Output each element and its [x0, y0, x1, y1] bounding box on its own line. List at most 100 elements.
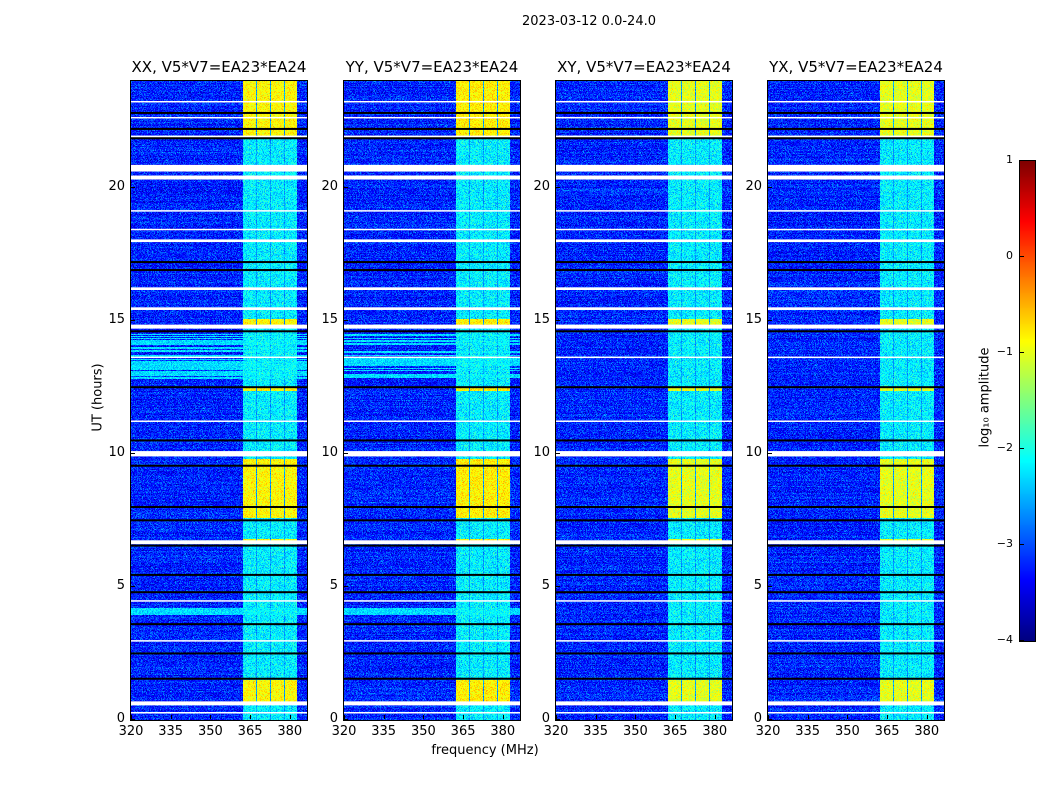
y-tick-mark: [768, 319, 772, 321]
x-tick-mark: [635, 715, 637, 719]
y-tick-mark: [344, 186, 348, 188]
x-tick-mark: [423, 715, 425, 719]
y-tick-label: 15: [745, 311, 762, 327]
y-tick-mark: [556, 319, 560, 321]
x-tick-mark: [595, 715, 597, 719]
colorbar-tick-mark: [1020, 160, 1024, 161]
spectrogram-image: [556, 81, 732, 720]
x-tick-mark: [344, 715, 345, 719]
y-tick-mark: [556, 585, 560, 587]
x-axis-label: frequency (MHz): [431, 743, 539, 758]
x-tick-label: 365: [874, 724, 900, 739]
y-axis-label: UT (hours): [90, 363, 106, 432]
colorbar-tick-label: −3: [996, 537, 1013, 550]
y-tick-label: 0: [116, 711, 125, 726]
y-tick-mark: [768, 585, 772, 587]
panel-title: YY, V5*V7=EA23*EA24: [345, 58, 519, 76]
y-tick-mark: [344, 585, 348, 587]
colorbar-tick-label: 1: [1006, 153, 1013, 166]
y-tick-label: 5: [541, 577, 550, 593]
panel-title: XX, V5*V7=EA23*EA24: [131, 58, 307, 76]
spectrogram-image: [768, 81, 944, 720]
panel-title: YX, V5*V7=EA23*EA24: [769, 58, 943, 76]
x-tick-label: 335: [158, 724, 184, 739]
x-tick-mark: [289, 715, 291, 719]
y-tick-label: 5: [116, 577, 125, 593]
y-tick-label: 0: [329, 711, 338, 726]
spectrogram-image: [344, 81, 520, 720]
spectrogram-panel: [555, 80, 733, 721]
x-tick-mark: [768, 715, 769, 719]
y-tick-mark: [556, 186, 560, 188]
y-tick-mark: [131, 452, 135, 454]
x-tick-mark: [807, 715, 809, 719]
y-tick-mark: [768, 719, 772, 720]
y-tick-label: 20: [745, 178, 762, 194]
colorbar-tick-mark: [1020, 544, 1024, 545]
x-tick-mark: [887, 715, 889, 719]
x-tick-label: 365: [237, 724, 263, 739]
x-tick-mark: [847, 715, 849, 719]
x-tick-label: 365: [450, 724, 476, 739]
x-tick-label: 350: [622, 724, 648, 739]
colorbar-tick-label: 0: [1006, 249, 1013, 262]
y-tick-mark: [768, 186, 772, 188]
spectrogram-image: [131, 81, 307, 720]
y-tick-mark: [768, 452, 772, 454]
panel-title: XY, V5*V7=EA23*EA24: [557, 58, 731, 76]
x-tick-mark: [210, 715, 212, 719]
colorbar: [1019, 160, 1036, 642]
y-tick-mark: [131, 186, 135, 188]
y-tick-label: 20: [108, 178, 125, 194]
x-tick-label: 380: [490, 724, 516, 739]
x-tick-label: 335: [795, 724, 821, 739]
x-tick-label: 380: [914, 724, 940, 739]
x-tick-mark: [714, 715, 716, 719]
colorbar-tick-mark: [1020, 640, 1024, 641]
colorbar-tick-label: −1: [996, 345, 1013, 358]
x-tick-mark: [463, 715, 465, 719]
colorbar-tick-label: −4: [996, 633, 1013, 646]
x-tick-label: 365: [662, 724, 688, 739]
x-tick-mark: [926, 715, 928, 719]
x-tick-label: 380: [702, 724, 728, 739]
x-tick-mark: [502, 715, 504, 719]
colorbar-tick-label: −2: [996, 441, 1013, 454]
x-tick-mark: [556, 715, 557, 719]
x-tick-mark: [131, 715, 132, 719]
y-tick-label: 20: [533, 178, 550, 194]
y-tick-label: 10: [321, 444, 338, 460]
colorbar-tick-mark: [1020, 448, 1024, 449]
y-tick-label: 15: [321, 311, 338, 327]
spectrogram-panel: [343, 80, 521, 721]
x-tick-label: 320: [118, 724, 144, 739]
y-tick-label: 15: [108, 311, 125, 327]
spectrogram-panel: [130, 80, 308, 721]
y-tick-mark: [556, 452, 560, 454]
y-tick-mark: [556, 719, 560, 720]
y-tick-label: 5: [329, 577, 338, 593]
y-tick-label: 10: [745, 444, 762, 460]
x-tick-mark: [383, 715, 385, 719]
y-tick-mark: [131, 319, 135, 321]
y-tick-label: 10: [533, 444, 550, 460]
colorbar-tick-mark: [1020, 352, 1024, 353]
x-tick-mark: [675, 715, 677, 719]
y-tick-label: 0: [753, 711, 762, 726]
x-tick-label: 320: [755, 724, 781, 739]
y-tick-label: 5: [753, 577, 762, 593]
y-tick-mark: [131, 585, 135, 587]
x-tick-label: 380: [277, 724, 303, 739]
y-tick-label: 0: [541, 711, 550, 726]
x-tick-label: 335: [583, 724, 609, 739]
y-tick-label: 15: [533, 311, 550, 327]
x-tick-mark: [170, 715, 172, 719]
colorbar-tick-mark: [1020, 256, 1024, 257]
x-tick-label: 320: [543, 724, 569, 739]
x-tick-label: 350: [410, 724, 436, 739]
y-tick-mark: [344, 719, 348, 720]
x-tick-label: 350: [834, 724, 860, 739]
y-tick-label: 10: [108, 444, 125, 460]
spectrogram-panel: [767, 80, 945, 721]
